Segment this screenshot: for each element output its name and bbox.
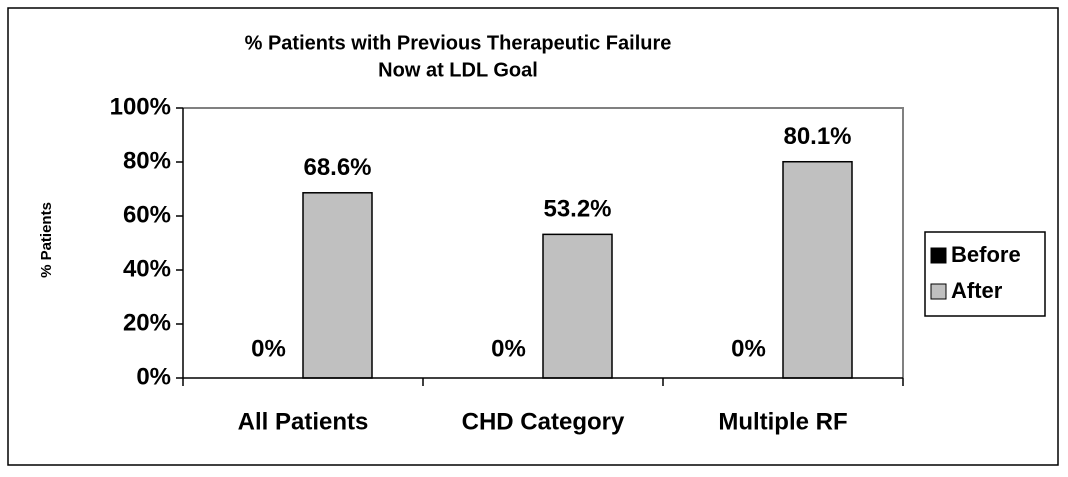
legend-swatch bbox=[930, 247, 947, 264]
chart-title: Now at LDL Goal bbox=[378, 59, 538, 81]
bar bbox=[542, 233, 613, 379]
legend-swatch bbox=[930, 283, 947, 300]
bar bbox=[302, 192, 373, 379]
y-tick-label: 80% bbox=[123, 147, 171, 174]
y-tick-label: 0% bbox=[136, 363, 171, 390]
legend-label: Before bbox=[951, 242, 1021, 267]
legend-label: After bbox=[951, 278, 1003, 303]
y-tick-label: 100% bbox=[110, 93, 171, 120]
bar bbox=[782, 160, 853, 379]
y-tick-label: 20% bbox=[123, 309, 171, 336]
y-tick-label: 40% bbox=[123, 255, 171, 282]
chart-title: % Patients with Previous Therapeutic Fai… bbox=[245, 32, 672, 54]
value-label: 0% bbox=[491, 335, 526, 362]
y-axis-label: % Patients bbox=[38, 202, 55, 278]
x-tick-label: All Patients bbox=[238, 408, 369, 435]
value-label: 68.6% bbox=[303, 154, 371, 181]
value-label: 0% bbox=[251, 335, 286, 362]
legend-box bbox=[924, 231, 1046, 317]
value-label: 53.2% bbox=[543, 196, 611, 223]
value-label: 0% bbox=[731, 335, 766, 362]
x-tick-label: CHD Category bbox=[462, 408, 625, 435]
value-label: 80.1% bbox=[783, 123, 851, 150]
y-tick-label: 60% bbox=[123, 201, 171, 228]
x-tick-label: Multiple RF bbox=[718, 408, 847, 435]
plot-border bbox=[183, 107, 904, 378]
